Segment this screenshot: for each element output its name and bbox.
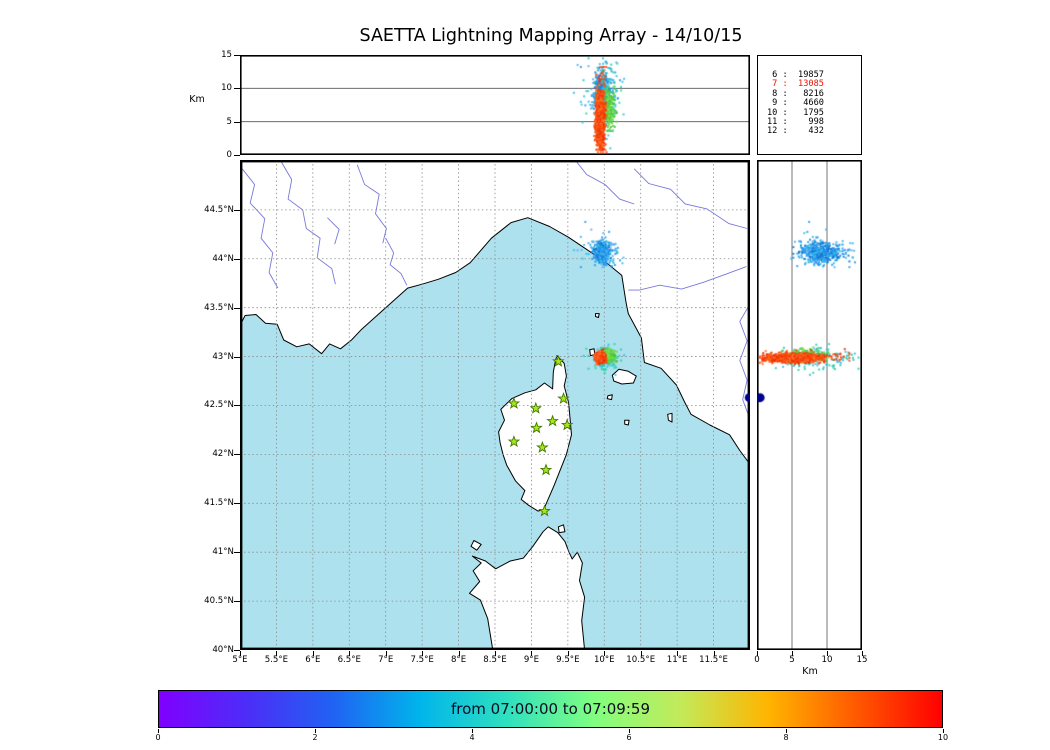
figure-title: SAETTA Lightning Mapping Array - 14/10/1… <box>359 26 743 46</box>
tick-mark <box>943 729 944 733</box>
tick-label: 6 <box>626 733 632 742</box>
tick-label: 8°E <box>450 655 467 665</box>
top-panel-km-label: Km <box>189 94 205 105</box>
tick-mark <box>458 651 460 656</box>
tick-mark <box>862 651 863 656</box>
tick-label: 11°E <box>666 655 688 665</box>
tick-mark <box>234 258 240 260</box>
tick-mark <box>234 307 240 309</box>
tick-label: 15 <box>856 655 868 665</box>
tick-mark <box>240 651 241 656</box>
tick-mark <box>234 209 240 211</box>
tick-label: 10°E <box>593 655 615 665</box>
tick-label: 42°N <box>212 449 234 460</box>
tick-label: 0 <box>754 655 760 665</box>
tick-label: 9.5°E <box>556 655 580 665</box>
altitude-vs-longitude-panel <box>240 55 750 155</box>
tick-mark <box>495 651 496 656</box>
tick-label: 9°E <box>523 655 540 665</box>
altitude-latitude-points <box>757 160 862 650</box>
tick-mark <box>276 651 278 656</box>
tick-mark <box>792 651 793 656</box>
tick-label: 6.5°E <box>337 655 361 665</box>
tick-mark <box>531 651 533 656</box>
tick-label: 41.5°N <box>204 498 234 509</box>
tick-label: 10 <box>937 733 949 742</box>
tick-mark <box>158 729 159 733</box>
tick-mark <box>234 503 240 505</box>
tick-mark <box>713 651 715 656</box>
altitude-longitude-points <box>240 55 750 155</box>
tick-label: 11.5°E <box>699 655 728 665</box>
source-count-row: 12 : 432 <box>767 126 824 137</box>
tick-label: 10 <box>821 655 833 665</box>
source-count-row: 7 : 13085 <box>767 79 824 90</box>
tick-mark <box>827 651 828 656</box>
tick-mark <box>629 729 630 733</box>
tick-label: 43°N <box>212 351 234 362</box>
tick-mark <box>234 55 240 56</box>
map-points <box>240 160 750 650</box>
tick-label: 0 <box>226 150 232 160</box>
tick-mark <box>312 651 314 656</box>
tick-label: 5 <box>789 655 795 665</box>
tick-mark <box>640 651 642 656</box>
tick-label: 8 <box>783 733 789 742</box>
tick-label: 7.5°E <box>410 655 434 665</box>
source-count-row: 8 : 8216 <box>767 88 824 99</box>
tick-label: 4 <box>469 733 475 742</box>
tick-label: 10.5°E <box>626 655 656 665</box>
tick-mark <box>234 552 240 554</box>
source-count-row: 10 : 1795 <box>767 107 824 118</box>
tick-label: 8.5°E <box>483 655 507 665</box>
tick-mark <box>567 651 569 656</box>
tick-label: 5°E <box>232 655 248 665</box>
tick-label: 15 <box>221 50 232 60</box>
time-range-label: from 07:00:00 to 07:09:59 <box>450 700 650 718</box>
tick-mark <box>234 155 240 156</box>
tick-label: 43.5°N <box>204 302 234 313</box>
tick-mark <box>349 651 351 656</box>
tick-mark <box>472 729 473 733</box>
tick-label: 0 <box>155 733 161 742</box>
right-panel-km-label: Km <box>802 666 818 677</box>
tick-mark <box>234 121 240 123</box>
tick-mark <box>234 356 240 358</box>
tick-label: 6°E <box>305 655 321 665</box>
source-count-row: 9 : 4660 <box>767 98 824 109</box>
tick-mark <box>234 88 240 90</box>
tick-label: 40.5°N <box>204 596 234 607</box>
tick-label: 5 <box>226 116 232 127</box>
tick-mark <box>234 405 240 407</box>
tick-label: 44°N <box>212 253 234 264</box>
map-panel <box>240 160 750 650</box>
tick-label: 2 <box>312 733 318 742</box>
tick-label: 42.5°N <box>204 400 234 411</box>
tick-mark <box>604 651 606 656</box>
tick-label: 10 <box>221 83 232 94</box>
tick-mark <box>786 729 787 733</box>
time-colorbar: from 07:00:00 to 07:09:59 <box>158 690 943 728</box>
tick-mark <box>385 651 387 656</box>
source-count-legend: 6 : 19857 7 : 13085 8 : 8216 9 : 4660 10 … <box>757 55 862 155</box>
tick-mark <box>234 601 240 603</box>
tick-label: 41°N <box>212 547 234 558</box>
tick-mark <box>422 651 424 656</box>
tick-mark <box>234 650 240 651</box>
altitude-vs-latitude-panel <box>757 160 862 650</box>
tick-mark <box>677 651 679 656</box>
tick-label: 44.5°N <box>204 204 234 215</box>
tick-mark <box>757 651 758 656</box>
tick-label: 5.5°E <box>264 655 289 665</box>
source-count-row: 11 : 998 <box>767 117 824 128</box>
tick-mark <box>234 454 240 456</box>
source-count-row: 6 : 19857 <box>767 70 824 80</box>
tick-mark <box>315 729 316 733</box>
tick-label: 40°N <box>212 645 234 655</box>
tick-label: 7°E <box>378 655 394 665</box>
